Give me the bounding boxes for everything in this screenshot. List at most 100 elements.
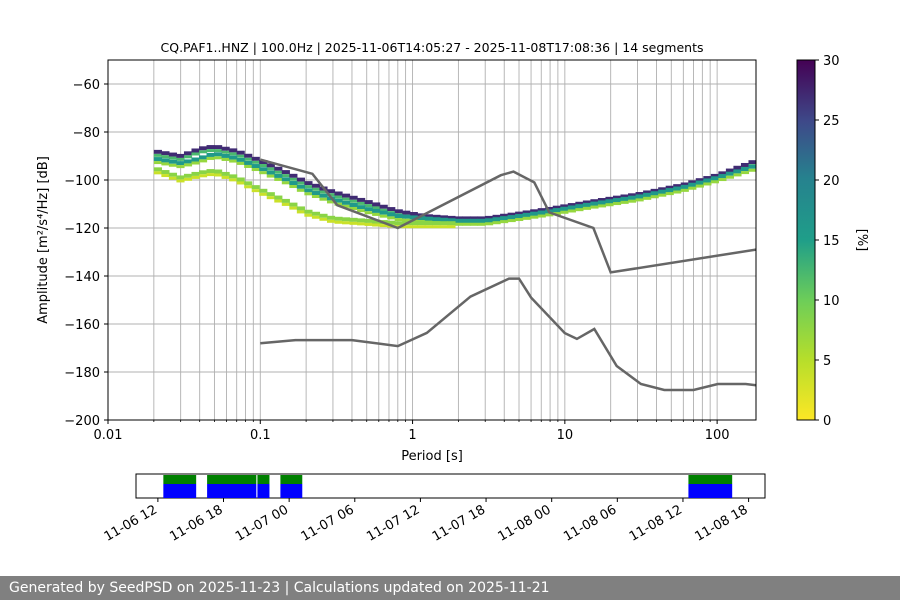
pdf-cell	[439, 217, 448, 222]
pdf-cell	[296, 206, 305, 211]
pdf-cell	[507, 215, 516, 220]
timeline-coverage	[163, 475, 733, 498]
pdf-cell	[364, 211, 373, 215]
timeline-tick-label: 11-07 00	[233, 502, 291, 544]
pdf-cell	[334, 216, 343, 221]
pdf-cell	[161, 174, 170, 178]
pdf-cell	[477, 216, 486, 221]
pdf-cell	[274, 199, 283, 203]
pdf-cell	[688, 180, 697, 185]
pdf-cell	[567, 205, 576, 210]
pdf-cell	[725, 175, 735, 179]
pdf-cell	[500, 216, 509, 221]
timeline-tick-label: 11-07 12	[364, 502, 422, 544]
pdf-cell	[673, 186, 682, 191]
plot-area-frame	[107, 59, 757, 421]
pdf-cell	[183, 177, 193, 181]
pdf-cell	[635, 198, 644, 202]
pdf-cell	[485, 222, 494, 226]
y-tick-label: −120	[64, 222, 100, 237]
pdf-cell	[236, 177, 245, 182]
pdf-cell	[552, 208, 561, 213]
pdf-cell	[206, 145, 215, 150]
pdf-cell	[296, 188, 305, 192]
pdf-cell	[575, 204, 584, 209]
pdf-cell	[304, 188, 313, 193]
pdf-cell	[319, 217, 328, 221]
pdf-cell	[206, 149, 215, 153]
pdf-cell	[492, 214, 501, 219]
pdf-cell	[304, 213, 313, 217]
pdf-cell	[244, 185, 253, 189]
pdf-cell	[643, 190, 652, 195]
pdf-cell	[379, 224, 388, 228]
colorbar-ticks: 0 5 10 15 20 25 30	[815, 54, 840, 429]
pdf-cell	[628, 199, 637, 203]
pdf-cell	[394, 218, 403, 222]
coverage-bar-top	[163, 475, 197, 484]
pdf-cell	[718, 174, 727, 179]
pdf-cell	[296, 210, 305, 214]
pdf-cell	[168, 176, 178, 180]
pdf-cell	[319, 190, 328, 194]
pdf-cell	[199, 174, 208, 178]
pdf-cell	[153, 171, 162, 175]
pdf-cell	[522, 210, 531, 215]
pdf-cell	[342, 193, 351, 198]
pdf-cell	[740, 162, 750, 167]
pdf-cell	[597, 198, 607, 203]
pdf-cell	[221, 157, 230, 161]
y-tick-label: −140	[64, 270, 100, 285]
pdf-cell	[214, 173, 223, 177]
pdf-cell	[432, 225, 441, 229]
pdf-cell	[349, 202, 358, 207]
pdf-cell	[153, 167, 162, 172]
pdf-cell	[311, 191, 321, 196]
pdf-cell	[191, 152, 200, 156]
pdf-cell	[710, 180, 719, 184]
pdf-cell	[266, 196, 275, 200]
pdf-cell	[357, 222, 366, 226]
pdf-cell	[259, 171, 268, 175]
pdf-cell	[153, 161, 162, 165]
pdf-cell	[492, 221, 501, 225]
colorbar-tick-label: 30	[823, 54, 840, 69]
pdf-cell	[372, 223, 381, 227]
pdf-cell	[372, 206, 381, 210]
pdf-cell	[266, 174, 275, 178]
pdf-cell	[695, 184, 704, 188]
pdf-cell	[530, 209, 539, 214]
pdf-cell	[537, 210, 546, 215]
noise-models	[259, 158, 756, 392]
pdf-cell	[161, 155, 170, 159]
pdf-cell	[168, 159, 178, 164]
pdf-cell	[665, 185, 674, 190]
pdf-cell	[326, 200, 336, 204]
pdf-cell	[357, 201, 366, 205]
pdf-cell	[304, 192, 313, 196]
pdf-cell	[447, 225, 456, 229]
coverage-bar-top	[688, 475, 733, 484]
pdf-cell	[597, 200, 607, 205]
pdf-cell	[372, 202, 381, 207]
pdf-cell	[387, 220, 396, 225]
pdf-cell	[462, 222, 471, 226]
pdf-cell	[567, 209, 576, 213]
pdf-cell	[364, 204, 373, 208]
pdf-cell	[725, 168, 735, 173]
pdf-cell	[214, 149, 223, 153]
pdf-cell	[703, 182, 712, 186]
pdf-cell	[199, 150, 208, 154]
pdf-cell	[372, 212, 381, 216]
pdf-cell	[447, 221, 456, 226]
pdf-cell	[507, 219, 516, 223]
pdf-cell	[612, 198, 622, 203]
pdf-cell	[643, 192, 652, 197]
pdf-cell	[620, 194, 629, 199]
pdf-cell	[236, 157, 245, 162]
footer-bar: Generated by SeedPSD on 2025-11-23 | Cal…	[0, 576, 900, 600]
pdf-cell	[259, 188, 268, 193]
pdf-cell	[221, 171, 230, 176]
pdf-cell	[199, 170, 208, 175]
pdf-cell	[281, 202, 290, 206]
